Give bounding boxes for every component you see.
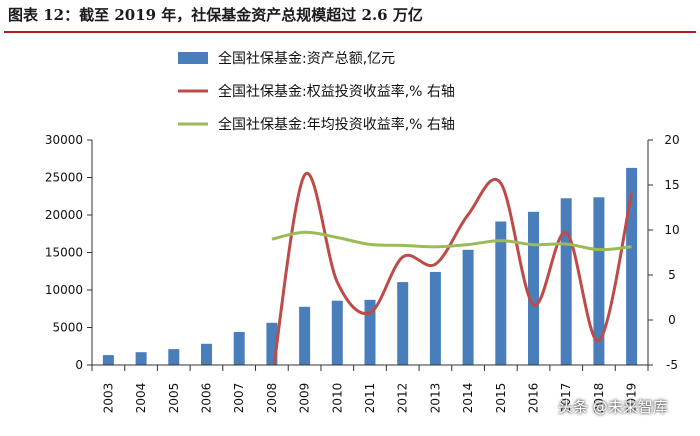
right-tick-label: 10 bbox=[664, 223, 679, 237]
bar-2010 bbox=[331, 300, 343, 365]
bar-2012 bbox=[397, 282, 409, 365]
left-tick-label: 10000 bbox=[45, 283, 83, 297]
title-rule bbox=[4, 31, 696, 33]
bar-2009 bbox=[299, 306, 311, 365]
bar-2017 bbox=[560, 198, 572, 365]
legend-label: 全国社保基金:权益投资收益率,% 右轴 bbox=[218, 83, 455, 100]
legend-label: 全国社保基金:年均投资收益率,% 右轴 bbox=[218, 116, 455, 133]
x-tick-label: 2010 bbox=[330, 383, 344, 414]
left-tick-label: 0 bbox=[75, 358, 83, 372]
bar-2014 bbox=[462, 249, 474, 365]
x-tick-label: 2018 bbox=[592, 383, 606, 414]
right-tick-label: 5 bbox=[668, 268, 676, 282]
x-tick-label: 2003 bbox=[101, 383, 115, 414]
axes: 0 5000 10000 15000 20000 25000 30000 -5 0 5 10 15 20… bbox=[45, 133, 680, 413]
x-tick-label: 2019 bbox=[625, 383, 639, 414]
right-tick-label: -5 bbox=[666, 358, 678, 372]
x-tick-label: 2013 bbox=[428, 383, 442, 414]
left-tick-label: 20000 bbox=[45, 208, 83, 222]
legend-swatch-asset-total bbox=[178, 52, 208, 64]
x-tick-label: 2011 bbox=[363, 383, 377, 414]
x-tick-label: 2005 bbox=[167, 383, 181, 414]
bar-2003 bbox=[102, 355, 114, 365]
right-tick-label: 0 bbox=[668, 313, 676, 327]
x-tick-label: 2017 bbox=[559, 383, 573, 414]
x-tick-label: 2007 bbox=[232, 383, 246, 414]
left-tick-label: 15000 bbox=[45, 246, 83, 260]
x-tick-label: 2016 bbox=[527, 383, 541, 414]
x-tick-label: 2014 bbox=[461, 383, 475, 414]
equity-return-line bbox=[272, 171, 634, 365]
bar-2006 bbox=[201, 343, 212, 365]
right-tick-label: 15 bbox=[664, 178, 679, 192]
bar-2004 bbox=[135, 352, 147, 365]
watermark: 头条 @未来智库 bbox=[558, 398, 668, 416]
left-tick-label: 5000 bbox=[52, 321, 83, 335]
x-tick-label: 2015 bbox=[494, 383, 508, 414]
line-series bbox=[271, 171, 634, 365]
bar-2019 bbox=[626, 167, 638, 365]
bar-series bbox=[102, 167, 638, 365]
left-tick-label: 25000 bbox=[45, 171, 83, 185]
bar-2013 bbox=[429, 271, 441, 365]
x-tick-label: 2012 bbox=[396, 383, 410, 414]
bar-2015 bbox=[495, 221, 507, 365]
legend-label: 全国社保基金:资产总额,亿元 bbox=[218, 50, 395, 67]
bar-2007 bbox=[233, 332, 245, 365]
bar-2016 bbox=[528, 211, 539, 365]
x-tick-label: 2008 bbox=[265, 383, 279, 414]
x-tick-label: 2006 bbox=[199, 383, 213, 414]
page-title: 图表 12：截至 2019 年，社保基金资产总规模超过 2.6 万亿 bbox=[8, 6, 423, 24]
bar-2018 bbox=[593, 197, 605, 365]
x-tick-label: 2004 bbox=[134, 383, 148, 414]
annual-return-line bbox=[271, 230, 632, 252]
left-tick-label: 30000 bbox=[45, 133, 83, 147]
bar-2011 bbox=[364, 299, 376, 365]
bar-2005 bbox=[168, 349, 180, 365]
right-tick-label: 20 bbox=[664, 133, 679, 147]
bar-2008 bbox=[266, 322, 278, 365]
x-tick-label: 2009 bbox=[298, 383, 312, 414]
